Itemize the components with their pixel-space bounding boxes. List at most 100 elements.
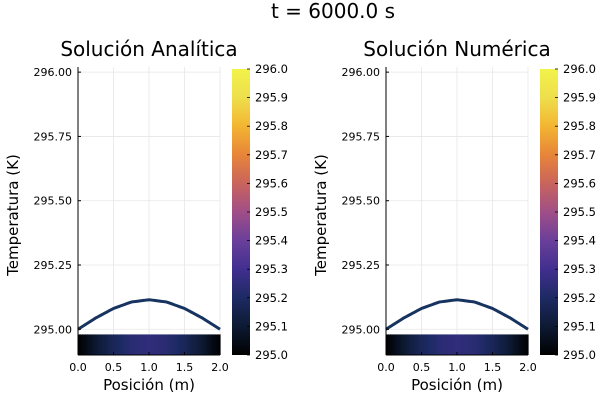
heatmap-cell xyxy=(525,334,529,355)
colorbar-tick-label: 295.2 xyxy=(563,291,596,305)
heatmap-cell xyxy=(156,334,160,355)
x-axis-label: Posición (m) xyxy=(411,376,503,394)
heatmap-cell xyxy=(165,334,169,355)
heatmap-cell xyxy=(198,334,202,355)
heatmap-cell xyxy=(412,334,415,355)
x-tick-label: 0.0 xyxy=(377,361,395,374)
x-tick-label: 1.0 xyxy=(448,361,466,374)
heatmap-cell xyxy=(163,334,167,355)
heatmap-cell xyxy=(490,334,494,355)
heatmap-cell xyxy=(430,334,434,355)
heatmap-cell xyxy=(483,334,486,355)
colorbar: 295.0 295.1 295.2 295.3 295.4 295.5 295.6 295.7… xyxy=(232,62,288,362)
heatmap-cell xyxy=(172,334,176,355)
heatmap-cell xyxy=(480,334,484,355)
heatmap-cell xyxy=(501,334,505,355)
figure-suptitle: t = 6000.0 s xyxy=(271,0,395,23)
panel-title: Solución Numérica xyxy=(363,37,550,61)
y-tick-label: 295.50 xyxy=(342,195,381,208)
y-tick-label: 296.00 xyxy=(34,66,73,79)
colorbar-tick-label: 295.1 xyxy=(563,319,596,333)
heatmap-cell xyxy=(516,334,520,355)
heatmap-cell xyxy=(449,334,453,355)
colorbar-tick-label: 295.6 xyxy=(255,176,288,190)
colorbar-tick-label: 296.0 xyxy=(255,62,288,76)
colorbar-tick-label: 295.6 xyxy=(563,176,596,190)
colorbar-tick-label: 295.0 xyxy=(255,348,288,362)
heatmap-cell xyxy=(196,334,200,355)
colorbar-gradient xyxy=(232,69,250,355)
y-tick-label: 296.00 xyxy=(342,66,381,79)
heatmap-cell xyxy=(137,334,141,355)
heatmap-cell xyxy=(201,334,205,355)
colorbar-tick-label: 295.9 xyxy=(255,91,288,105)
heatmap-cell xyxy=(414,334,418,355)
heatmap-cell xyxy=(499,334,503,355)
heatmap-cell xyxy=(96,334,100,355)
heatmap-cell xyxy=(144,334,148,355)
heatmap-cell xyxy=(141,334,145,355)
colorbar-tick-label: 295.7 xyxy=(255,148,288,162)
heatmap-cell xyxy=(115,334,119,355)
heatmap-cell xyxy=(509,334,513,355)
y-axis-label-text: Temperatura (K) xyxy=(312,154,330,277)
colorbar-tick-label: 295.8 xyxy=(255,119,288,133)
heatmap-cell xyxy=(82,334,86,355)
heatmap-cell xyxy=(217,334,221,355)
panel-title: Solución Analítica xyxy=(60,37,237,61)
heatmap-cell xyxy=(146,334,150,355)
heatmap-cell xyxy=(447,334,451,355)
x-tick-label: 0.0 xyxy=(69,361,87,374)
heatmap-cell xyxy=(438,334,442,355)
heatmap-cell xyxy=(395,334,399,355)
colorbar-tick-label: 295.0 xyxy=(563,348,596,362)
heatmap-cell xyxy=(120,334,124,355)
heatmap-cell xyxy=(134,334,138,355)
heatmap-cell xyxy=(452,334,456,355)
heatmap-cell xyxy=(409,334,413,355)
heatmap-cell xyxy=(191,334,195,355)
heatmap-cell xyxy=(468,334,472,355)
heatmap-cell xyxy=(433,334,437,355)
heatmap-cell xyxy=(122,334,126,355)
y-tick-label: 295.50 xyxy=(34,195,73,208)
panel-numerical: Solución Numérica Temperatura (K) Posici… xyxy=(312,37,596,394)
heatmap-cell xyxy=(471,334,475,355)
heatmap-cell xyxy=(473,334,477,355)
y-tick-label: 295.25 xyxy=(342,259,381,272)
x-tick-label: 2.0 xyxy=(211,361,229,374)
heatmap-cell xyxy=(400,334,404,355)
heatmap-cell xyxy=(203,334,207,355)
heatmap-cell xyxy=(111,334,115,355)
colorbar-tick-label: 295.9 xyxy=(563,91,596,105)
heatmap-cell xyxy=(511,334,515,355)
heatmap-cell xyxy=(390,334,394,355)
temperature-curve xyxy=(385,298,529,331)
heatmap-cell xyxy=(494,334,498,355)
y-axis-label-text: Temperatura (K) xyxy=(4,154,22,277)
heatmap-cell xyxy=(167,334,171,355)
heatmap-cell xyxy=(464,334,468,355)
heatmap-cell xyxy=(407,334,411,355)
heatmap-cell xyxy=(85,334,89,355)
heatmap-cell xyxy=(435,334,439,355)
x-tick-label: 2.0 xyxy=(519,361,537,374)
y-axis-label: Temperatura (K) xyxy=(4,154,22,277)
heatmap-cell xyxy=(402,334,406,355)
y-tick-label: 295.25 xyxy=(34,259,73,272)
heatmap-cell xyxy=(506,334,510,355)
heatmap-cell xyxy=(520,334,524,355)
colorbar: 295.0 295.1 295.2 295.3 295.4 295.5 295.6 295.7… xyxy=(540,62,596,362)
heatmap-cell xyxy=(101,334,105,355)
colorbar-tick-label: 295.3 xyxy=(255,262,288,276)
heatmap-cell xyxy=(215,334,219,355)
heatmap-cell xyxy=(175,334,178,355)
colorbar-tick-label: 295.4 xyxy=(563,234,596,248)
heatmap-cell xyxy=(212,334,216,355)
heatmap-cell xyxy=(423,334,427,355)
heatmap-cell xyxy=(459,334,463,355)
heatmap-cell xyxy=(132,334,136,355)
heatmap-cell xyxy=(523,334,527,355)
heatmap-cell xyxy=(208,334,212,355)
heatmap-cell xyxy=(127,334,131,355)
